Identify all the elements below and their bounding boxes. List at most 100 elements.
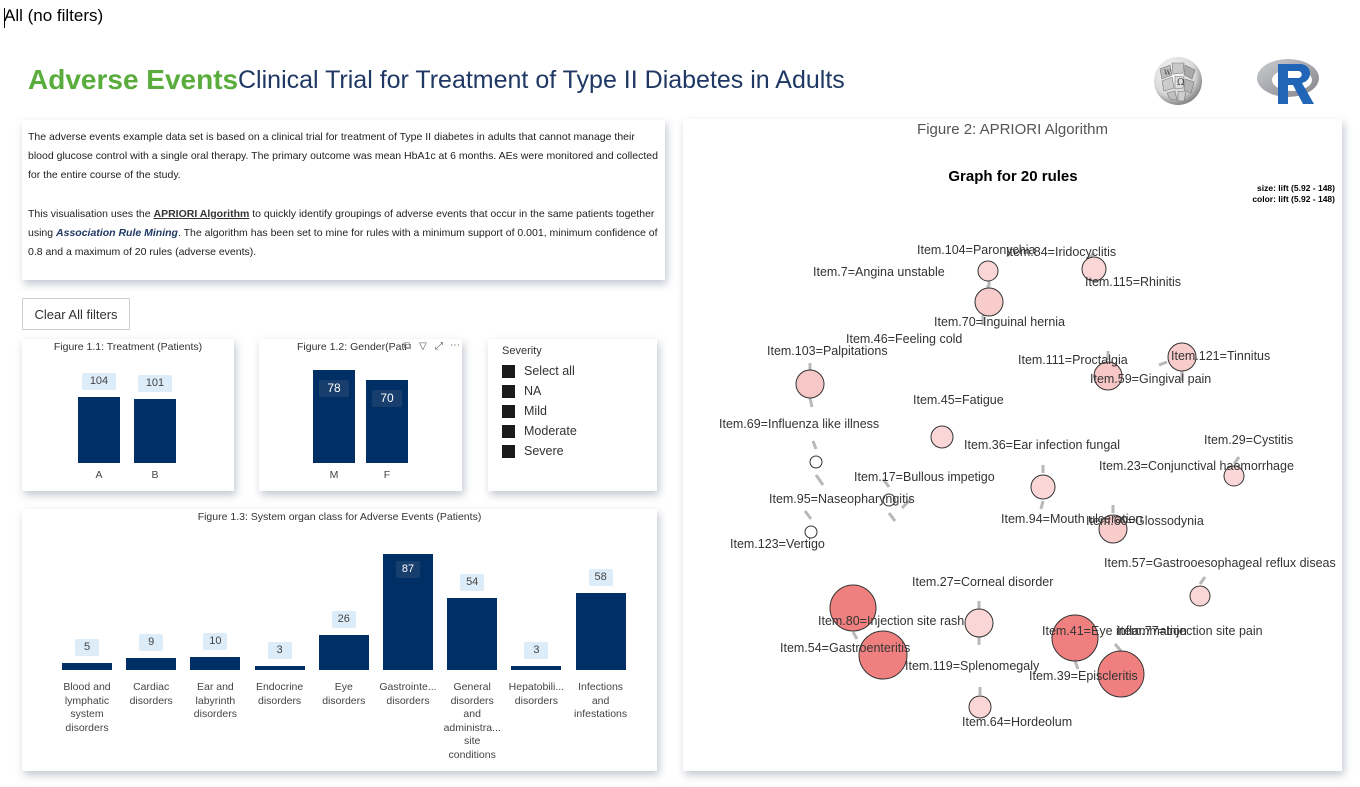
- graph-node-label: Item.103=Palpitations: [767, 344, 888, 358]
- gender-chart-card: Figure 1.2: Gender(Pati ⧉ ▽ ⤢ ⋯ 78 M 70 F: [259, 339, 462, 491]
- graph-node[interactable]: [1167, 342, 1197, 372]
- graph-node-label: Item.36=Ear infection fungal: [964, 438, 1120, 452]
- graph-node-label: Item.80=Injection site rash: [818, 614, 964, 628]
- text-caret: [4, 8, 5, 28]
- graph-node[interactable]: [1189, 585, 1211, 607]
- graph-node[interactable]: [804, 525, 818, 539]
- graph-edge: [851, 631, 859, 640]
- bar[interactable]: [134, 398, 176, 463]
- graph-node[interactable]: [809, 455, 823, 469]
- graph-node[interactable]: [882, 493, 896, 507]
- description-text: . The algorithm has been set to mine for…: [28, 227, 658, 259]
- graph-node[interactable]: [930, 425, 954, 449]
- graph-node[interactable]: [1030, 474, 1056, 500]
- x-axis-label: Eye disorders: [322, 681, 366, 707]
- graph-node-label: Item.23=Conjunctival haemorrhage: [1099, 459, 1294, 473]
- graph-node[interactable]: [1093, 361, 1123, 391]
- graph-node-label: Item.17=Bullous impetigo: [854, 470, 995, 484]
- severity-option-moderate[interactable]: Moderate: [502, 424, 577, 438]
- graph-edge: [1198, 576, 1207, 585]
- graph-node-label: Item.104=Paronychia: [917, 243, 1036, 257]
- x-axis-label: B: [151, 469, 159, 481]
- apriori-graph-card: Figure 2: APRIORI Algorithm Graph for 20…: [683, 119, 1342, 771]
- data-label: 104: [82, 373, 116, 390]
- checkbox[interactable]: [502, 364, 515, 378]
- bar[interactable]: [190, 656, 241, 670]
- graph-edge: [1073, 660, 1080, 670]
- checkbox[interactable]: [502, 384, 515, 398]
- graph-node[interactable]: [829, 584, 877, 632]
- bar[interactable]: [126, 658, 177, 670]
- option-label: Mild: [524, 404, 547, 418]
- graph-node-label: Item.60=Glossodynia: [1086, 514, 1204, 528]
- graph-node[interactable]: [964, 608, 994, 638]
- clear-all-filters-button[interactable]: Clear All filters: [22, 298, 130, 330]
- checkbox[interactable]: [502, 404, 515, 418]
- association-rule-mining-link[interactable]: Association Rule Mining: [56, 227, 178, 240]
- graph-node[interactable]: [968, 695, 992, 719]
- graph-node-label: Item.54=Gastroenteritis: [780, 641, 910, 655]
- graph-node-label: Item.123=Vertigo: [730, 537, 825, 551]
- description-paragraph-1: The adverse events example data set is b…: [28, 131, 658, 182]
- page-title-accent: Adverse Events: [28, 64, 239, 95]
- bar[interactable]: [447, 598, 498, 670]
- checkbox[interactable]: [502, 444, 515, 458]
- graph-node-label: Item.57=Gastrooesophageal reflux diseas: [1104, 556, 1336, 570]
- x-axis-label: Gastrointe... disorders: [379, 681, 437, 707]
- chart-title: Figure 1.3: System organ class for Adver…: [197, 511, 482, 523]
- graph-edge: [1039, 500, 1045, 510]
- data-label: 5: [75, 639, 99, 657]
- option-label: Select all: [524, 364, 575, 378]
- bar[interactable]: [62, 663, 112, 670]
- data-label: 87: [396, 561, 420, 578]
- size-legend: size: lift (5.92 - 148): [1257, 183, 1335, 193]
- filter-icon[interactable]: ▽: [419, 341, 427, 352]
- x-axis-label: Ear and labyrinth disorders: [193, 681, 237, 720]
- graph-node[interactable]: [795, 369, 825, 399]
- bar[interactable]: [78, 397, 120, 463]
- graph-node[interactable]: [1098, 514, 1128, 544]
- graph-node-label: Item.45=Fatigue: [913, 393, 1004, 407]
- data-label: 26: [331, 611, 356, 629]
- graph-node-label: Item.64=Hordeolum: [962, 715, 1072, 729]
- graph-node-label: Item.95=Naseopharyngitis: [769, 492, 915, 506]
- graph-edges: [803, 251, 1241, 695]
- graph-node[interactable]: [1097, 650, 1145, 698]
- severity-option-na[interactable]: NA: [502, 384, 541, 398]
- severity-option-mild[interactable]: Mild: [502, 404, 547, 418]
- graph-edge: [887, 512, 897, 522]
- graph-edge: [808, 397, 814, 408]
- more-options-icon[interactable]: ⋯: [450, 340, 460, 351]
- data-label: 9: [139, 634, 164, 651]
- graph-node-label: Item.27=Corneal disorder: [912, 575, 1053, 589]
- data-label: 58: [588, 568, 613, 586]
- graph-node-label: Item.84=Iridocyclitis: [1006, 245, 1116, 259]
- checkbox[interactable]: [502, 424, 515, 438]
- graph-node[interactable]: [858, 630, 908, 680]
- x-axis-label: Cardiac disorders: [129, 681, 173, 707]
- focus-mode-icon[interactable]: ⤢: [435, 341, 443, 352]
- graph-node-label: Item.41=Eye inflammation: [1042, 624, 1187, 638]
- x-axis-label: M: [329, 469, 339, 481]
- graph-node[interactable]: [1223, 465, 1245, 487]
- data-label: 3: [267, 642, 292, 659]
- graph-node-label: Item.59=Gingival pain: [1090, 372, 1211, 386]
- description-text: This visualisation uses the: [28, 208, 154, 220]
- description-card: The adverse events example data set is b…: [22, 120, 665, 280]
- bar[interactable]: [254, 666, 305, 670]
- severity-option-select-all[interactable]: Select all: [502, 364, 575, 378]
- graph-node[interactable]: [974, 287, 1004, 317]
- treatment-chart-plot: 104 A 101 B: [22, 339, 234, 491]
- bar[interactable]: [511, 666, 562, 670]
- apriori-link[interactable]: APRIORI Algorithm: [153, 208, 250, 220]
- bar[interactable]: [318, 635, 369, 670]
- graph-node[interactable]: [1081, 256, 1107, 282]
- option-label: Severe: [524, 444, 564, 458]
- graph-node-label: Item.115=Rhinitis: [1085, 275, 1181, 289]
- graph-node[interactable]: [1051, 614, 1099, 662]
- copy-icon[interactable]: ⧉: [404, 341, 412, 352]
- severity-option-severe[interactable]: Severe: [502, 444, 564, 458]
- graph-node[interactable]: [977, 260, 999, 282]
- bar[interactable]: [575, 592, 626, 670]
- graph-edge: [1158, 360, 1168, 367]
